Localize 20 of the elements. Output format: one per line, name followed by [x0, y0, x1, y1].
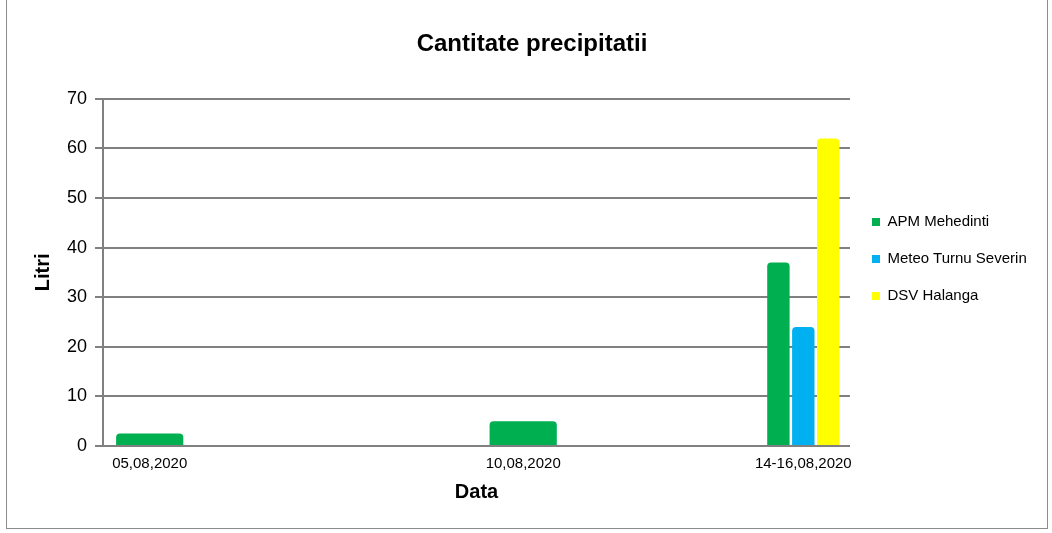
bar — [116, 433, 184, 445]
y-tick-label: 50 — [66, 186, 88, 207]
bar — [792, 326, 815, 445]
x-axis-title: Data — [454, 479, 500, 502]
y-tick-label: 40 — [66, 236, 88, 257]
x-tick-label: 14-16,08,2020 — [754, 454, 852, 472]
y-tick-label: 30 — [66, 286, 88, 307]
legend-label: Meteo Turnu Severin — [887, 249, 1027, 267]
bar — [817, 138, 840, 445]
y-axis-title: Litri — [30, 253, 53, 292]
x-tick-label: 05,08,2020 — [112, 454, 188, 472]
y-tick-label: 20 — [66, 335, 88, 356]
y-tick-label: 10 — [66, 385, 88, 406]
legend-label: APM Mehedinti — [887, 212, 990, 230]
y-tick-label: 0 — [77, 434, 88, 455]
legend-label: DSV Halanga — [887, 286, 980, 304]
chart-title: Cantitate precipitatii — [416, 29, 648, 57]
y-tick-label: 60 — [66, 137, 88, 158]
y-tick-label: 70 — [66, 87, 88, 108]
x-tick-label: 10,08,2020 — [485, 454, 561, 472]
